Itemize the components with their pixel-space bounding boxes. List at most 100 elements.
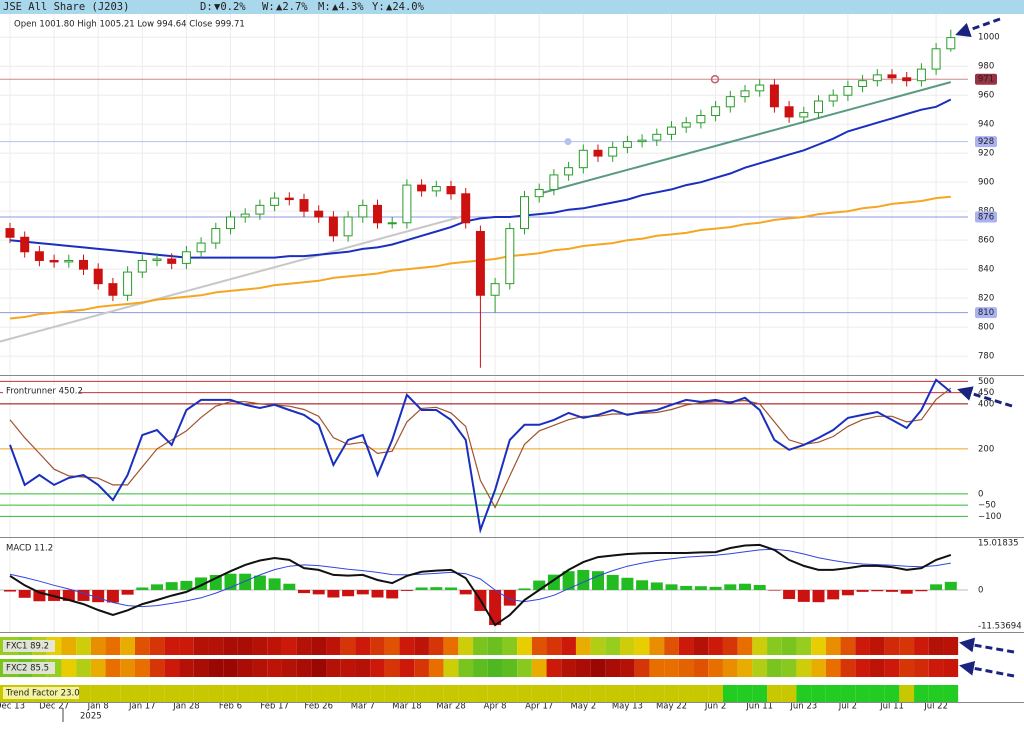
candle-body — [49, 259, 59, 263]
candle-body — [137, 259, 147, 273]
anchor-point — [564, 138, 572, 146]
heat-cell — [708, 659, 723, 677]
heat-cell — [296, 659, 312, 677]
candle-body — [622, 141, 632, 148]
histogram-bar — [77, 589, 90, 601]
heat-cell — [605, 637, 621, 655]
heat-cell — [296, 637, 312, 655]
heat-cell — [134, 637, 150, 655]
candle-body — [167, 258, 177, 264]
y-tick-label: 840 — [978, 265, 994, 275]
heat-cell — [193, 659, 209, 677]
candle-body — [916, 68, 926, 82]
x-tick-label: Mar 28 — [436, 702, 466, 712]
trend-cell — [620, 685, 635, 702]
histogram-bar — [768, 589, 781, 591]
trend-cell — [223, 685, 238, 702]
heat-cell — [693, 659, 709, 677]
candle-body — [593, 149, 603, 157]
candle-body — [181, 251, 191, 264]
heat-cell — [164, 659, 180, 677]
heat-cell — [149, 659, 165, 677]
heat-cell — [281, 659, 297, 677]
panel-title: MACD 11.2 — [6, 544, 53, 554]
heat-cell — [61, 659, 77, 677]
heat-cell — [502, 659, 518, 677]
heat-cell — [664, 637, 679, 655]
ohlc-summary: Open 1001.80 High 1005.21 Low 994.64 Clo… — [14, 20, 245, 30]
change-label: Y: — [372, 1, 385, 13]
heat-cell — [752, 659, 768, 677]
candle-body — [549, 174, 559, 190]
heat-cell — [443, 659, 459, 677]
change-value: ▲4.3% — [332, 1, 364, 13]
x-tick-label: Jun 23 — [789, 702, 817, 712]
x-tick-label: Feb 26 — [304, 702, 333, 712]
histogram-bar — [753, 584, 766, 590]
candle-body — [887, 74, 897, 79]
heat-cell — [649, 659, 665, 677]
candle-body — [284, 197, 294, 201]
heat-cell — [796, 637, 812, 655]
heat-cell — [252, 637, 268, 655]
candle-body — [931, 48, 941, 70]
histogram-bar — [283, 583, 296, 590]
y-tick-label: −50 — [978, 501, 996, 511]
heat-cell — [237, 659, 253, 677]
candle-body — [196, 242, 206, 253]
heat-cell — [840, 659, 856, 677]
y-tick-label: 500 — [978, 377, 994, 387]
y-tick-label: 15.01835 — [978, 538, 1019, 548]
oscillator-line — [9, 378, 952, 534]
y-tick-label: 860 — [978, 236, 994, 246]
heat-cell — [752, 637, 768, 655]
histogram-bar — [930, 584, 943, 590]
candle-body — [373, 204, 382, 224]
heat-cell — [370, 637, 385, 655]
histogram-bar — [400, 589, 413, 591]
trend-cell — [737, 685, 753, 702]
heat-cell — [855, 637, 870, 655]
trend-cell — [943, 685, 959, 702]
candle-body — [740, 90, 750, 98]
candle-body — [358, 204, 368, 218]
heat-cell — [90, 659, 106, 677]
trend-cell — [546, 685, 562, 702]
heat-cell — [884, 637, 900, 655]
heat-cell — [473, 659, 488, 677]
trend-cell — [340, 685, 356, 702]
heat-cell — [311, 659, 327, 677]
histogram-bar — [239, 573, 252, 590]
heat-cell — [105, 659, 121, 677]
plot: Dec 13 Dec 27 Jan 8 Jan 17 Jan 28 Feb 6 Feb 17… — [0, 29, 1022, 712]
candle-body — [696, 114, 706, 124]
heat-cell — [531, 659, 547, 677]
histogram-bar — [386, 589, 399, 599]
trend-cell — [149, 685, 165, 702]
heat-cell — [840, 637, 856, 655]
histogram-bar — [106, 589, 119, 603]
histogram-bar — [33, 589, 46, 602]
histogram-bar — [812, 589, 825, 603]
trend-cell — [531, 685, 547, 702]
histogram-bar — [871, 589, 884, 592]
trend-cell — [252, 685, 268, 702]
histogram-bar — [606, 574, 619, 590]
y-tick-label: 0 — [978, 585, 983, 595]
heat-cell — [928, 637, 944, 655]
y-tick-label: -11.53694 — [978, 622, 1022, 632]
candle-body — [608, 146, 618, 157]
histogram-bar — [121, 589, 134, 595]
y-tick-label: 1000 — [978, 33, 1000, 43]
x-tick-label: May 22 — [656, 702, 687, 712]
heat-cell — [384, 637, 400, 655]
heat-cell — [605, 659, 621, 677]
heat-cell — [517, 637, 532, 655]
trend-cell — [781, 685, 797, 702]
annotation-arrows — [955, 17, 1015, 678]
trend-cell — [414, 685, 429, 702]
level-label: 971 — [978, 75, 994, 85]
trend-cell — [561, 685, 576, 702]
strip-title: Trend Factor 23.0 — [5, 689, 80, 699]
trend-cell — [649, 685, 665, 702]
